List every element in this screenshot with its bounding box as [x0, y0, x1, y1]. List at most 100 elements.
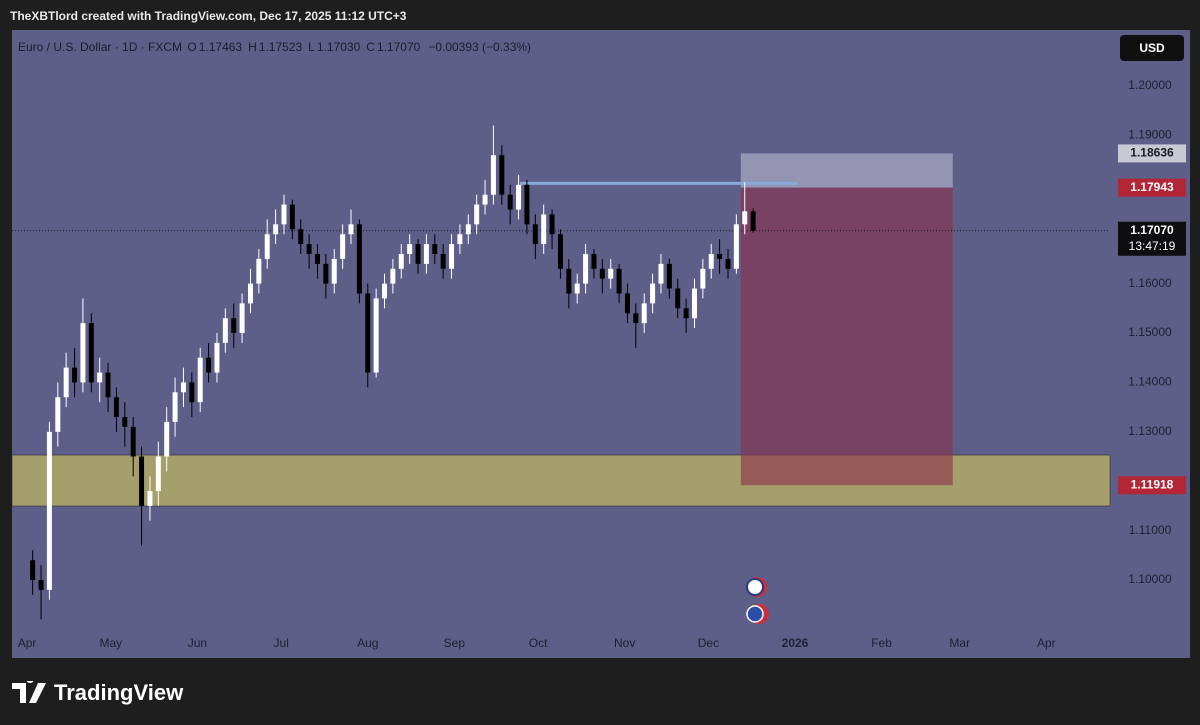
candle-body [482, 194, 488, 205]
target-area [740, 187, 953, 486]
candle-body [356, 224, 362, 294]
candle-body [231, 318, 237, 334]
candle-body [683, 308, 689, 319]
candle-body [30, 560, 36, 581]
candle-body [432, 244, 438, 254]
candle-body [105, 372, 111, 398]
candle-body [323, 263, 329, 284]
currency-button[interactable]: USD [1120, 35, 1184, 61]
candle-body [733, 224, 739, 269]
candle-body [423, 244, 429, 264]
candle-body [373, 298, 379, 373]
event-icon [746, 605, 764, 623]
target-label: 1.11918 [1131, 477, 1174, 491]
y-tick-label: 1.11000 [1129, 523, 1172, 537]
candle-body [633, 313, 639, 324]
entry-label-bg [1118, 178, 1186, 197]
candle-body [708, 253, 714, 269]
candle-body [122, 416, 128, 427]
event-icons [746, 577, 769, 624]
candle-body [172, 392, 178, 422]
legend: Euro / U.S. Dollar · 1D · FXCM O 1.17463 H… [18, 40, 533, 54]
ohlc-value: 1.17463 [198, 40, 243, 54]
ohlc-key: C [366, 40, 375, 54]
candle-body [273, 224, 279, 235]
x-tick-label: Jun [188, 636, 207, 650]
candle-body [206, 357, 212, 373]
y-tick-label: 1.13000 [1128, 424, 1172, 438]
candle-body [222, 318, 228, 343]
candle-body [264, 234, 270, 259]
ohlc-value: 1.17030 [316, 40, 361, 54]
candle-body [72, 367, 78, 383]
candle-body [88, 323, 94, 383]
last-price-bg [1118, 221, 1186, 256]
stop-label-bg [1118, 144, 1186, 163]
y-tick-label: 1.19000 [1128, 128, 1172, 142]
y-tick-label: 1.14000 [1128, 375, 1172, 389]
x-tick-label: Sep [444, 636, 466, 650]
candle-body [365, 293, 371, 373]
candle-body [549, 214, 555, 235]
candle-body [197, 357, 203, 403]
candle-body [499, 155, 505, 195]
candle-body [532, 224, 538, 245]
symbol: Euro / U.S. Dollar · 1D · FXCM [18, 40, 183, 54]
candle-body [80, 323, 86, 383]
x-tick-label: Apr [1037, 636, 1056, 650]
candle-body [658, 263, 664, 284]
target-label-bg [1118, 476, 1186, 495]
ohlc-key: H [248, 40, 257, 54]
x-tick-label: Mar [949, 636, 970, 650]
candle-body [407, 244, 413, 254]
candle-body [130, 426, 136, 457]
countdown-label: 13:47:19 [1129, 239, 1176, 253]
candle-body [599, 268, 605, 279]
logo-shape [12, 681, 46, 703]
candle-body [340, 234, 346, 259]
x-tick-label: Aug [357, 636, 378, 650]
ohlc: O 1.17463 H 1.17523 L 1.17030 C 1.17070 [187, 40, 426, 54]
candle-body [281, 204, 287, 225]
candle-body [239, 303, 245, 334]
candle-body [449, 244, 455, 269]
ohlc-key: L [308, 40, 315, 54]
attribution: TheXBTlord created with TradingView.com,… [10, 9, 407, 23]
stop-label: 1.18636 [1130, 146, 1174, 160]
candle-body [583, 253, 589, 284]
candle-body [331, 258, 337, 284]
candle-body [164, 421, 170, 457]
brand: TradingView [54, 680, 184, 705]
candle-body [46, 431, 52, 590]
x-tick-label: Apr [18, 636, 37, 650]
x-tick-label: Feb [871, 636, 892, 650]
candle-body [507, 194, 513, 210]
candle-body [180, 382, 186, 393]
ohlc-value: 1.17523 [258, 40, 303, 54]
candle-body [675, 288, 681, 309]
candle-body [38, 580, 44, 590]
candle-body [247, 283, 253, 304]
candle-body [440, 253, 446, 269]
candle-body [641, 303, 647, 324]
candle-body [465, 224, 471, 235]
candle-body [256, 258, 262, 284]
candle-body [348, 224, 354, 235]
y-tick-label: 1.20000 [1128, 78, 1172, 92]
ohlc-value: 1.17070 [376, 40, 421, 54]
candle-body [700, 268, 706, 289]
candle-body [97, 372, 103, 383]
candle-body [457, 234, 463, 245]
y-tick-label: 1.16000 [1128, 276, 1172, 290]
candle-body [474, 204, 480, 225]
x-tick-label: 2026 [782, 636, 809, 650]
candle-body [63, 367, 69, 398]
x-tick-label: Jul [274, 636, 289, 650]
event-icon [746, 578, 764, 596]
entry-label: 1.17943 [1130, 180, 1174, 194]
candle-body [725, 258, 731, 269]
candle-body [390, 268, 396, 284]
ohlc-key: O [187, 40, 197, 54]
